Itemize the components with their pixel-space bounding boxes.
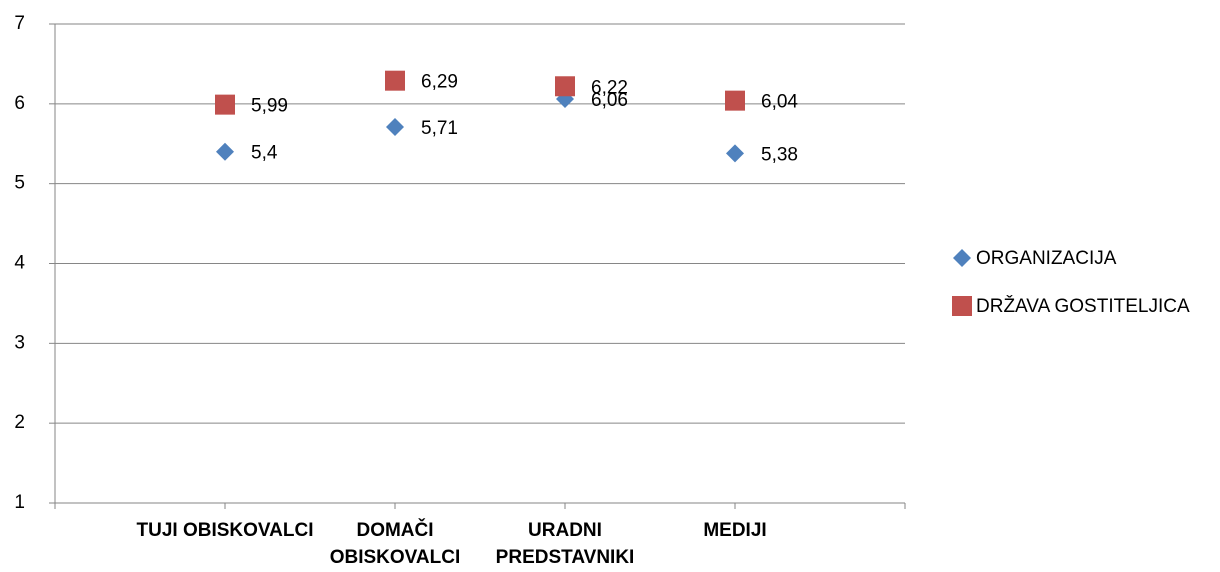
data-label: 5,38 [761,144,798,165]
y-tick-label: 4 [14,253,25,274]
legend-label: DRŽAVA GOSTITELJICA [976,295,1190,317]
point [385,70,405,91]
data-label: 6,06 [591,90,628,111]
y-tick-label: 6 [14,93,25,114]
legend-label: ORGANIZACIJA [976,248,1117,269]
legend-marker [953,249,971,267]
x-tick-label: TUJI OBISKOVALCI [136,520,314,541]
data-label: 5,71 [421,118,458,139]
point [725,90,745,111]
data-label: 6,22 [591,77,628,98]
point [555,76,575,97]
legend-marker [952,296,972,316]
x-tick-label: DOMAČI OBISKOVALCI [329,520,461,568]
point [386,117,404,136]
y-tick-label: 5 [14,173,25,194]
y-tick-label: 3 [14,332,25,353]
y-tick-label: 2 [14,412,25,433]
data-label: 6,29 [421,72,458,93]
y-tick-label: 7 [14,13,25,34]
x-tick-label: URADNI PREDSTAVNIKI [495,520,635,568]
data-label: 6,04 [761,92,798,113]
point [726,144,744,163]
point [215,94,235,115]
data-label: 5,4 [251,143,278,164]
y-tick-label: 1 [14,492,25,513]
data-label: 5,99 [251,96,288,117]
x-tick-label: MEDIJI [703,520,767,541]
point [216,142,234,161]
